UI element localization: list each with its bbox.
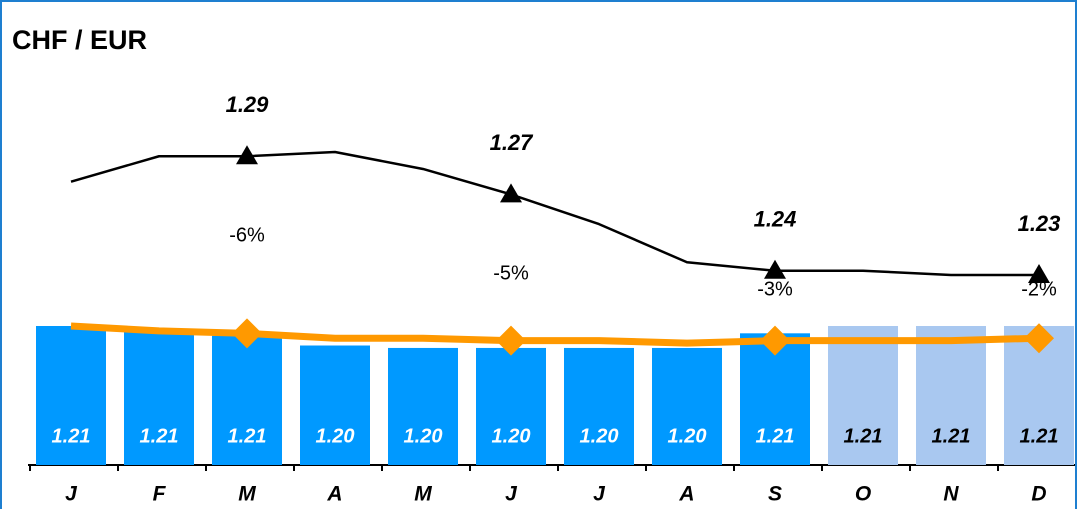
bar-value-label: 1.20 <box>668 425 707 447</box>
change-label: -2% <box>1021 278 1057 300</box>
orange-line <box>70 322 1040 347</box>
x-tick-label: J <box>593 483 606 506</box>
line-value-label: 1.27 <box>490 130 535 155</box>
bar-value-label: 1.21 <box>844 425 883 447</box>
bar <box>476 347 546 465</box>
bar-value-label: 1.21 <box>228 425 267 447</box>
triangle-marker <box>1028 264 1050 283</box>
bar-value-label: 1.20 <box>404 425 443 447</box>
bar-value-label: 1.21 <box>1020 425 1059 447</box>
line-value-label: 1.23 <box>1018 211 1061 236</box>
bar <box>828 326 898 465</box>
line-value-label: 1.24 <box>754 207 797 232</box>
x-tick-label: N <box>943 483 959 506</box>
change-label: -3% <box>757 278 793 300</box>
diamond-marker <box>760 325 790 356</box>
bar-value-label: 1.20 <box>492 425 531 447</box>
diamond-marker <box>1024 323 1054 354</box>
bar <box>388 347 458 465</box>
bar <box>916 326 986 465</box>
bar-value-label: 1.21 <box>140 425 179 447</box>
x-tick-label: A <box>678 483 694 506</box>
x-tick-label: J <box>505 483 518 506</box>
bar <box>652 347 722 465</box>
bar-value-label: 1.20 <box>316 425 355 447</box>
black-line <box>70 150 1039 277</box>
x-tick-label: M <box>414 483 432 506</box>
bar <box>564 347 634 465</box>
x-tick-label: A <box>326 483 342 506</box>
x-tick-label: O <box>855 483 871 506</box>
line-value-label: 1.29 <box>226 92 270 117</box>
bar-value-label: 1.20 <box>580 425 619 447</box>
change-label: -6% <box>229 225 265 247</box>
triangle-marker <box>500 183 522 203</box>
bar <box>300 345 370 465</box>
x-tick-label: J <box>65 483 78 506</box>
triangle-marker <box>236 145 258 165</box>
bar-value-label: 1.21 <box>932 425 971 447</box>
x-tick-label: F <box>153 483 167 506</box>
chart-title: CHF / EUR <box>12 25 147 55</box>
bar <box>124 330 194 465</box>
change-label: -5% <box>493 263 529 285</box>
diamond-marker <box>496 325 526 356</box>
x-tick-label: D <box>1031 483 1046 506</box>
bar-value-label: 1.21 <box>52 425 91 447</box>
bar-value-label: 1.21 <box>756 425 795 447</box>
triangle-marker <box>764 259 786 279</box>
bar <box>36 326 106 465</box>
bar <box>212 335 282 465</box>
diamond-marker <box>232 318 262 349</box>
x-tick-label: M <box>238 483 256 506</box>
x-tick-label: S <box>768 483 782 506</box>
